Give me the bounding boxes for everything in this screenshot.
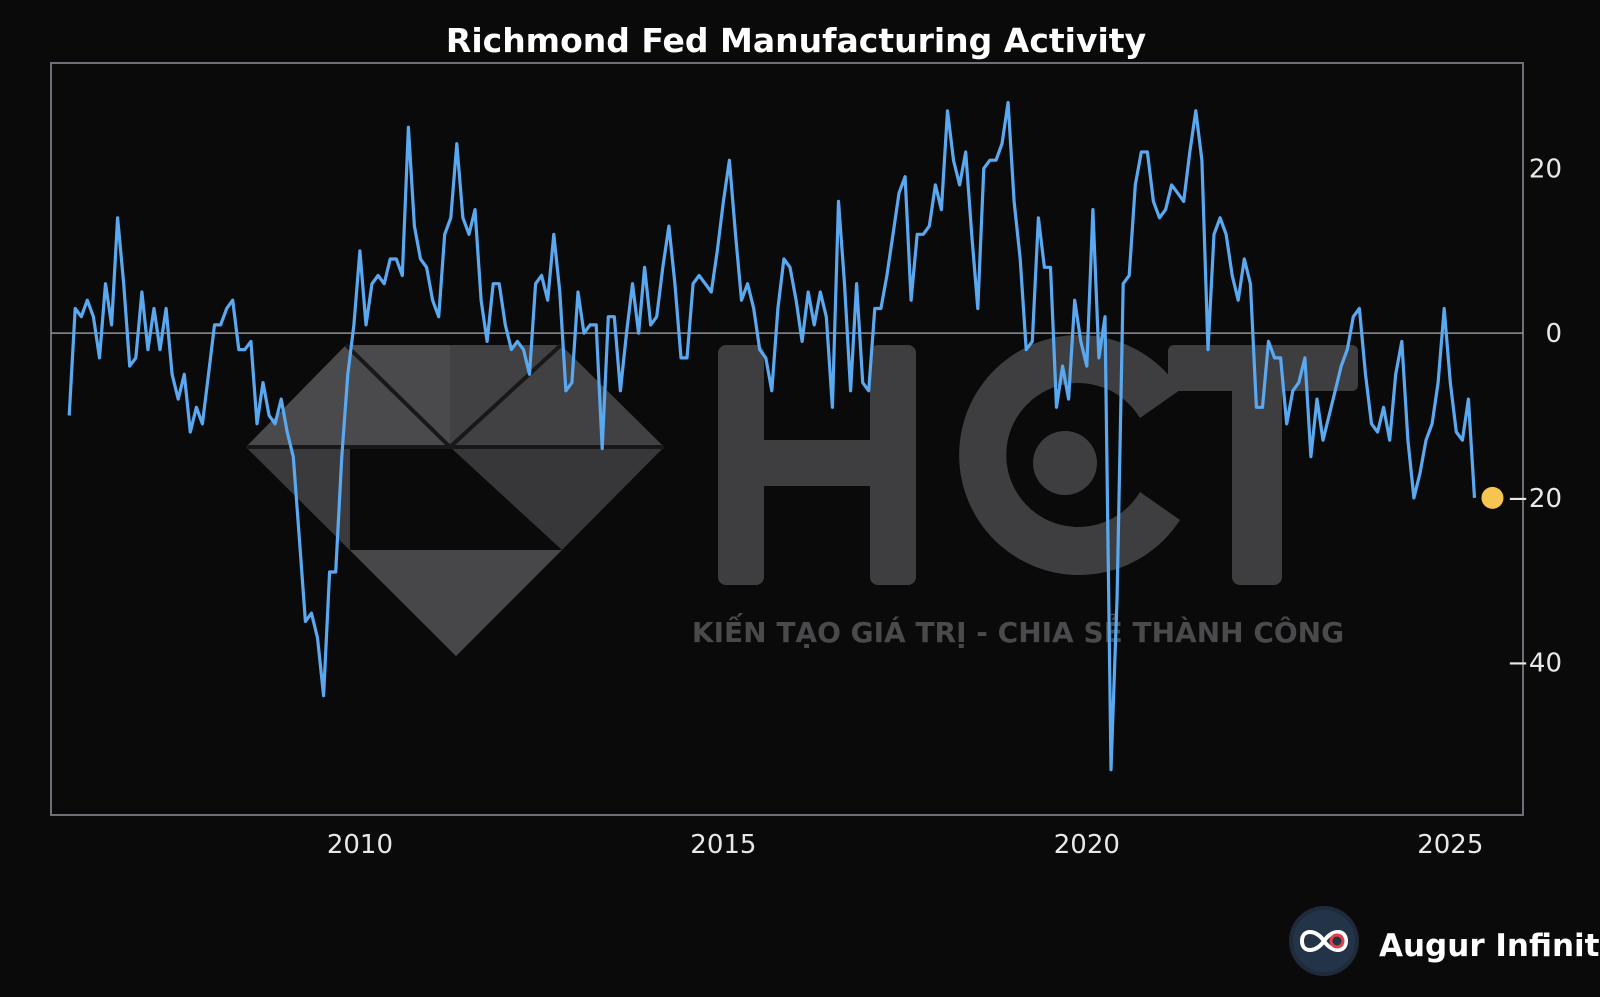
latest-value-marker bbox=[1481, 486, 1504, 509]
y-axis-ticks: 20 0 −20 −40 bbox=[1507, 154, 1562, 678]
brand-footer: Augur Infinity bbox=[1289, 906, 1600, 976]
y-tick-label: 20 bbox=[1529, 154, 1562, 184]
y-tick-label: 0 bbox=[1545, 319, 1562, 349]
x-tick-label: 2010 bbox=[327, 830, 393, 860]
watermark-hct-logo bbox=[718, 335, 1358, 585]
series-layer bbox=[67, 100, 1504, 772]
y-tick-label: −40 bbox=[1507, 649, 1562, 679]
plot-frame bbox=[50, 62, 1524, 816]
watermark-slogan: KIẾN TẠO GIÁ TRỊ - CHIA SẺ THÀNH CÔNG bbox=[692, 612, 1344, 649]
x-tick-label: 2025 bbox=[1417, 830, 1483, 860]
x-axis-ticks: 2010 2015 2020 2025 bbox=[327, 830, 1484, 860]
diamond-logo-icon bbox=[246, 343, 664, 656]
series-line-0 bbox=[67, 100, 1477, 772]
brand-name: Augur Infinity bbox=[1379, 928, 1600, 964]
x-tick-label: 2020 bbox=[1054, 830, 1120, 860]
infinity-logo-icon bbox=[1289, 906, 1359, 976]
x-tick-label: 2015 bbox=[690, 830, 756, 860]
chart-title: Richmond Fed Manufacturing Activity bbox=[446, 21, 1146, 60]
watermark: KIẾN TẠO GIÁ TRỊ - CHIA SẺ THÀNH CÔNG bbox=[246, 335, 1358, 656]
y-tick-label: −20 bbox=[1507, 484, 1562, 514]
